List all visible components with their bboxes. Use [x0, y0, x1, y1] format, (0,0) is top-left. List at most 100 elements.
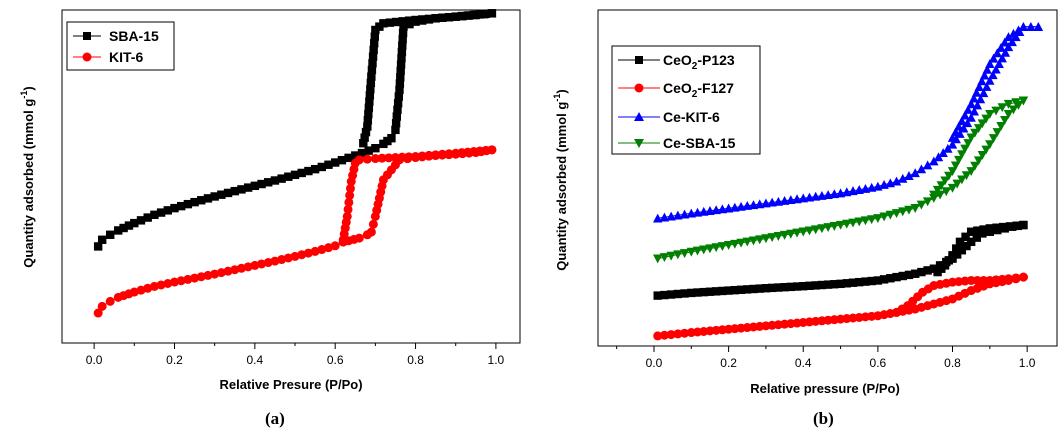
- data-point-kit-6-adsorption: [203, 270, 213, 280]
- data-point-ceo2-f127-desorption: [1011, 273, 1021, 283]
- data-point-ce-sba-15-desorption: [929, 190, 939, 200]
- data-point-kit-6-desorption: [451, 148, 461, 158]
- data-point-ceo2-p123-desorption: [952, 244, 961, 253]
- data-point-ce-sba-15-desorption: [981, 114, 991, 124]
- data-point-ce-kit-6-adsorption: [673, 210, 683, 220]
- x-tick-label-b: 1.0: [1019, 356, 1036, 370]
- data-point-ce-sba-15-desorption: [944, 171, 954, 181]
- data-point-ce-sba-15-desorption: [947, 167, 958, 176]
- data-point-ce-sba-15-adsorption: [804, 226, 815, 236]
- data-point-sba-15-desorption: [366, 78, 376, 88]
- plot-frame-b: [597, 9, 1058, 347]
- data-point-ce-sba-15-adsorption: [885, 210, 896, 220]
- data-point-sba-15-adsorption: [297, 168, 306, 178]
- data-point-sba-15-desorption: [392, 17, 401, 27]
- data-point-sba-15-desorption: [365, 97, 374, 106]
- data-point-kit-6-adsorption: [223, 266, 233, 276]
- data-point-sba-15-adsorption: [393, 105, 402, 115]
- data-point-kit-6-adsorption: [216, 268, 226, 278]
- data-point-ceo2-f127-desorption: [892, 307, 902, 317]
- data-point-kit-6-adsorption: [183, 274, 193, 284]
- data-point-ceo2-p123-adsorption: [823, 280, 833, 289]
- data-point-ceo2-p123-adsorption: [957, 246, 967, 255]
- data-point-ceo2-p123-desorption: [992, 223, 1001, 232]
- data-point-ce-sba-15-adsorption: [773, 232, 784, 241]
- data-point-sba-15-adsorption: [364, 146, 373, 155]
- data-point-ceo2-p123-adsorption: [830, 280, 839, 289]
- legend-ceo2-f127-sub: 2: [692, 89, 698, 100]
- data-point-kit-6-desorption: [404, 152, 414, 162]
- data-point-sba-15-adsorption: [190, 197, 199, 207]
- data-point-sba-15-adsorption: [310, 164, 320, 174]
- data-point-sba-15-adsorption: [176, 201, 186, 211]
- data-point-kit-6-desorption: [424, 150, 434, 160]
- data-point-sba-15-adsorption: [97, 235, 107, 244]
- data-point-sba-15-adsorption: [395, 79, 405, 88]
- data-point-sba-15-adsorption: [396, 66, 405, 76]
- data-point-ce-sba-15-adsorption: [922, 197, 933, 207]
- data-point-ce-sba-15-adsorption: [981, 145, 991, 155]
- data-point-ceo2-p123-adsorption: [673, 289, 683, 299]
- data-point-kit-6-desorption: [344, 197, 354, 207]
- data-point-sba-15-adsorption: [337, 155, 347, 165]
- data-point-ceo2-p123-adsorption: [699, 287, 708, 297]
- data-point-kit-6-desorption: [346, 176, 356, 186]
- series-group-a: [93, 9, 497, 318]
- data-point-kit-6-adsorption: [105, 296, 115, 306]
- data-point-sba-15-desorption: [363, 122, 372, 131]
- data-point-sba-15-desorption: [359, 139, 368, 148]
- data-point-ce-sba-15-adsorption: [966, 167, 976, 176]
- data-point-sba-15-adsorption: [397, 47, 407, 57]
- data-point-sba-15-adsorption: [317, 162, 327, 172]
- data-point-ceo2-p123-adsorption: [680, 289, 689, 298]
- data-point-sba-15-adsorption: [396, 60, 406, 69]
- data-point-ce-sba-15-adsorption: [988, 134, 999, 144]
- data-point-ce-kit-6-adsorption: [666, 211, 676, 221]
- data-point-sba-15-desorption: [424, 14, 434, 24]
- data-point-ceo2-p123-adsorption: [855, 277, 864, 287]
- data-point-sba-15-desorption: [365, 91, 375, 100]
- data-point-sba-15-adsorption: [237, 185, 246, 194]
- data-point-ce-sba-15-adsorption: [947, 183, 958, 193]
- data-point-ce-sba-15-adsorption: [653, 254, 663, 264]
- data-point-ce-sba-15-adsorption: [961, 171, 972, 181]
- data-point-sba-15-desorption: [363, 116, 373, 125]
- legend-label-ce-kit6: Ce-KIT-6: [663, 109, 720, 125]
- data-point-ce-kit-6-adsorption: [947, 139, 958, 149]
- legend-ceo2-p123-main: CeO: [663, 52, 692, 68]
- data-point-ceo2-p123-adsorption: [786, 282, 796, 292]
- data-point-kit-6-desorption: [370, 154, 380, 164]
- data-point-sba-15-desorption: [404, 16, 414, 25]
- data-point-sba-15-adsorption: [130, 218, 139, 228]
- x-tick-label-a: 1.0: [488, 353, 505, 367]
- data-point-ce-kit-6-adsorption: [916, 164, 927, 174]
- x-tick-label-b: 0.8: [944, 356, 961, 370]
- data-point-ce-kit-6-desorption: [1013, 25, 1024, 35]
- data-point-ceo2-p123-desorption: [1005, 222, 1015, 231]
- data-point-sba-15-desorption: [457, 11, 466, 21]
- data-point-ce-kit-6-adsorption: [991, 64, 1001, 74]
- legend-b: CeO2-P123 CeO2-F127 Ce-KIT-6 Ce-SBA-15: [611, 45, 761, 155]
- data-point-kit-6-adsorption: [169, 277, 179, 287]
- data-point-sba-15-adsorption: [210, 192, 219, 201]
- data-point-ceo2-p123-adsorption: [705, 287, 715, 296]
- data-point-ce-sba-15-desorption: [977, 119, 988, 129]
- data-point-ce-kit-6-adsorption: [978, 88, 989, 98]
- data-point-ceo2-p123-adsorption: [743, 285, 752, 294]
- data-point-ce-sba-15-adsorption: [742, 237, 752, 247]
- data-point-ce-kit-6-desorption: [996, 42, 1006, 52]
- data-point-ce-kit-6-desorption: [1026, 22, 1036, 31]
- data-point-ce-kit-6-desorption: [963, 104, 973, 114]
- data-point-ce-sba-15-adsorption: [904, 205, 914, 215]
- data-point-ceo2-f127-adsorption: [653, 331, 663, 341]
- data-point-kit-6-adsorption: [176, 276, 186, 286]
- data-point-ce-kit-6-adsorption: [975, 94, 986, 104]
- data-point-ceo2-p123-adsorption: [811, 281, 820, 290]
- data-point-sba-15-desorption: [367, 65, 377, 75]
- data-point-kit-6-desorption: [345, 183, 355, 193]
- data-point-ce-kit-6-desorption: [947, 132, 958, 142]
- data-point-ce-kit-6-desorption: [966, 99, 976, 109]
- legend-marker-ce-kit6: [634, 112, 644, 121]
- data-point-ceo2-p123-adsorption: [966, 237, 976, 247]
- data-point-sba-15-adsorption: [392, 112, 401, 121]
